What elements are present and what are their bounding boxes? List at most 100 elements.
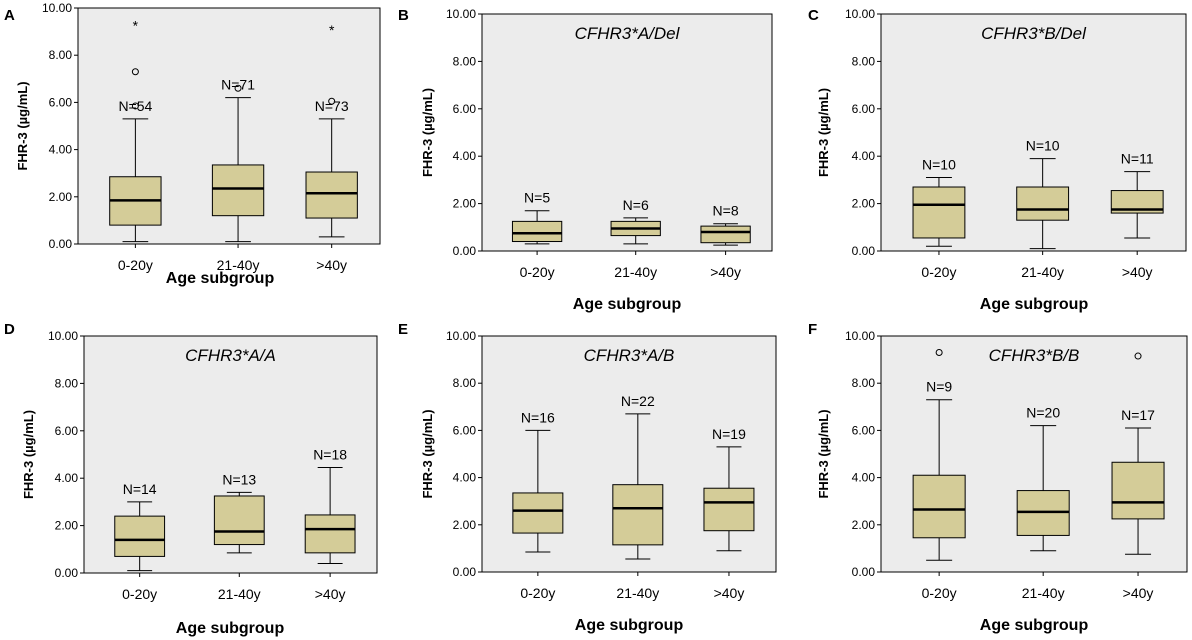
y-tick-label: 10.00 (446, 7, 476, 21)
iqr-box (305, 171, 358, 219)
y-tick-label: 6.00 (49, 95, 73, 109)
x-axis-label: Age subgroup (575, 617, 684, 634)
iqr-box (304, 514, 356, 554)
y-tick-label: 4.00 (453, 149, 477, 163)
y-axis-label: FHR-3 (µg/mL) (816, 88, 831, 177)
plot-area (481, 13, 773, 252)
panel-f: F 0.00 2.00 4.00 6.00 8.00 10.00 FHR-3 (µg/mL) A… (808, 321, 1188, 634)
x-tick-label: >40y (1123, 585, 1154, 601)
y-axis-label: FHR-3 (µg/mL) (15, 81, 30, 170)
n-label: N=9 (926, 379, 952, 395)
panel-b: B 0.00 2.00 4.00 6.00 8.00 10.00 FHR-3 (µg/mL) A… (398, 7, 773, 313)
box-1: 0-20y N=16 (512, 409, 564, 601)
panel-title: CFHR3*A/A (185, 346, 276, 365)
panel-letter: B (398, 7, 409, 24)
y-tick-label: 8.00 (55, 376, 79, 390)
iqr-box (1111, 461, 1165, 520)
y-tick-label: 6.00 (852, 102, 876, 116)
y-tick-label: 8.00 (453, 54, 477, 68)
n-label: N=13 (222, 471, 256, 487)
x-tick-label: 21-40y (218, 586, 261, 602)
iqr-box (703, 487, 755, 532)
outlier-circle (1134, 352, 1142, 360)
box-3: >40y N=18 (304, 447, 356, 602)
x-tick-label: 0-20y (520, 264, 555, 280)
box-1: 0-20y N=10 (912, 157, 966, 280)
panel-letter: C (808, 7, 819, 24)
y-tick-label: 0.00 (852, 244, 876, 258)
panel-letter: A (4, 7, 15, 24)
n-label: N=20 (1026, 405, 1060, 421)
y-tick-label: 6.00 (453, 423, 477, 437)
n-label: N=22 (621, 393, 655, 409)
box-1: 0-20y N=5 (511, 190, 563, 280)
box-2: 21-40y N=13 (213, 471, 265, 602)
y-tick-label: 0.00 (852, 565, 876, 579)
panel-d: D 0.00 2.00 4.00 6.00 8.00 10.00 FHR-3 (µg/mL) A… (4, 321, 378, 637)
panel-a: A 0.00 2.00 4.00 6.00 8.00 10.00 FHR-3 (µg/mL) A… (4, 1, 381, 287)
iqr-box (1016, 186, 1070, 221)
box-1: 0-20y * N=54 (109, 18, 162, 273)
iqr-box (1110, 190, 1164, 214)
outlier-circle (935, 349, 943, 357)
box-2: 21-40y N=22 (612, 393, 664, 601)
y-axis-label: FHR-3 (µg/mL) (21, 410, 36, 499)
outlier-star: * (133, 18, 139, 34)
n-label: N=18 (313, 447, 347, 463)
n-label: N=16 (521, 409, 555, 425)
y-tick-label: 2.00 (49, 190, 73, 204)
y-tick-label: 8.00 (49, 48, 73, 62)
x-tick-label: >40y (1122, 264, 1153, 280)
iqr-box (511, 220, 563, 243)
n-label: N=10 (922, 157, 956, 173)
panel-title: CFHR3*B/Del (981, 24, 1087, 43)
y-tick-label: 6.00 (55, 424, 79, 438)
outlier-circle (234, 84, 242, 92)
y-tick-label: 2.00 (852, 197, 876, 211)
outlier-circle (328, 97, 336, 105)
y-tick-label: 10.00 (48, 329, 78, 343)
n-label: N=17 (1121, 407, 1155, 423)
panel-title: CFHR3*A/Del (575, 24, 681, 43)
outlier-star: * (329, 22, 335, 38)
n-label: N=71 (221, 77, 255, 93)
y-tick-label: 0.00 (453, 244, 477, 258)
n-label: N=8 (713, 203, 739, 219)
iqr-box (612, 484, 664, 546)
x-tick-label: >40y (315, 586, 346, 602)
box-2: 21-40y N=6 (610, 197, 661, 280)
x-tick-label: 21-40y (1022, 585, 1065, 601)
box-3: >40y * N=73 (305, 22, 358, 273)
x-tick-label: 21-40y (217, 257, 260, 273)
x-axis-label: Age subgroup (166, 270, 275, 287)
n-label: N=19 (712, 426, 746, 442)
x-tick-label: 0-20y (520, 585, 555, 601)
box-3: >40y N=8 (700, 203, 751, 280)
y-tick-label: 4.00 (55, 471, 79, 485)
y-tick-label: 0.00 (49, 237, 73, 251)
panel-letter: D (4, 321, 15, 338)
y-tick-label: 4.00 (49, 143, 73, 157)
y-tick-label: 8.00 (852, 376, 876, 390)
iqr-box (114, 515, 166, 557)
y-tick-label: 10.00 (446, 329, 476, 343)
y-tick-label: 6.00 (453, 102, 477, 116)
y-tick-label: 6.00 (852, 423, 876, 437)
x-tick-label: 0-20y (922, 585, 957, 601)
iqr-box (213, 495, 265, 546)
iqr-box (912, 186, 966, 239)
y-axis-label: FHR-3 (µg/mL) (420, 409, 435, 498)
box-3: >40y N=11 (1110, 151, 1164, 280)
y-tick-label: 4.00 (453, 471, 477, 485)
y-tick-label: 4.00 (852, 471, 876, 485)
y-tick-label: 8.00 (852, 54, 876, 68)
box-3: >40y N=19 (703, 426, 755, 601)
x-axis-label: Age subgroup (980, 296, 1089, 313)
x-tick-label: >40y (316, 257, 347, 273)
n-label: N=6 (623, 197, 649, 213)
box-2: 21-40y N=71 (211, 77, 265, 273)
box-1: 0-20y N=14 (114, 481, 166, 602)
y-tick-label: 8.00 (453, 376, 477, 390)
y-tick-label: 10.00 (42, 1, 72, 15)
